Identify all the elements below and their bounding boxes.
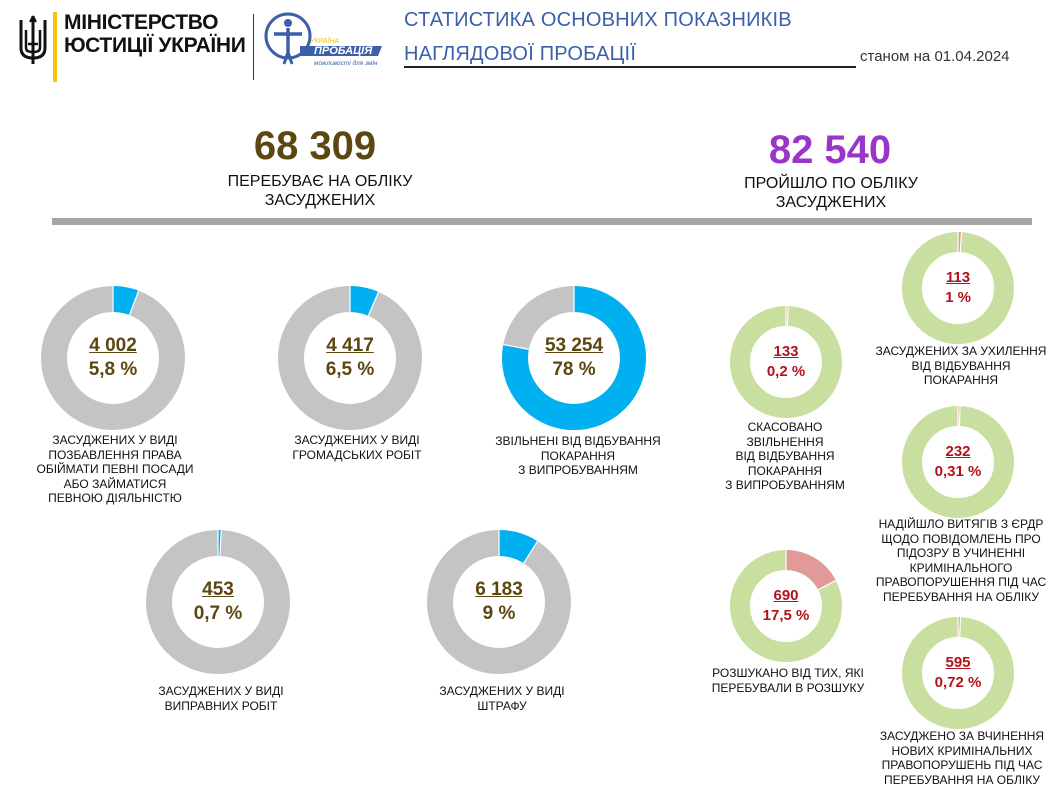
ministry-name-line-1: МІНІСТЕРСТВО — [64, 11, 219, 34]
donut-ring — [902, 406, 1014, 518]
donut-percent: 0,72 % — [934, 674, 982, 691]
donut-separator — [219, 530, 222, 557]
donut-separator — [959, 617, 962, 638]
donut-center: 453 0,7 % — [146, 530, 290, 674]
donut-separator — [128, 290, 140, 316]
donut-label: СКАСОВАНО ЗВІЛЬНЕННЯ ВІД ВІДБУВАННЯ ПОКА… — [725, 420, 845, 492]
on-record-label: ПЕРЕБУВАЄ НА ОБЛІКУ ЗАСУДЖЕНИХ — [227, 173, 413, 209]
svg-text:УКРАЇНА: УКРАЇНА — [309, 37, 339, 45]
svg-text:можливості для змін: можливості для змін — [314, 59, 378, 67]
donut-separator — [367, 291, 380, 317]
donut-percent: 0,31 % — [934, 463, 982, 480]
donut-ring — [902, 232, 1014, 344]
donut-ring — [427, 530, 571, 674]
donut-percent: 1 % — [945, 289, 971, 306]
donut-value: 4 002 — [89, 335, 137, 356]
on-record-count: 68 309 — [253, 124, 377, 168]
donut-probation-cancelled: 133 0,2 % — [730, 306, 842, 418]
donut-percent: 0,2 % — [766, 363, 806, 380]
donut-separator — [817, 580, 837, 591]
donut-deprivation-of-right: 4 002 5,8 % — [41, 286, 185, 430]
donut-separator — [786, 306, 789, 327]
donut-correctional-labor: 453 0,7 % — [146, 530, 290, 674]
donut-percent: 6,5 % — [325, 359, 375, 380]
report-date: станом на 01.04.2024 — [860, 48, 1010, 65]
donut-separator — [959, 232, 963, 253]
donut-label: ЗАСУДЖЕНИХ У ВИДІ ШТРАФУ — [439, 684, 565, 713]
donut-label: ЗВІЛЬНЕНІ ВІД ВІДБУВАННЯ ПОКАРАННЯ З ВИП… — [495, 434, 661, 477]
donut-community-service: 4 417 6,5 % — [278, 286, 422, 430]
donut-center: 4 417 6,5 % — [278, 286, 422, 430]
donut-erdr-extracts: 232 0,31 % — [902, 406, 1014, 518]
donut-label: НАДІЙШЛО ВИТЯГІВ З ЄРДР ЩОДО ПОВІДОМЛЕНЬ… — [875, 517, 1047, 604]
donut-label: ЗАСУДЖЕНИХ У ВИДІ ГРОМАДСЬКИХ РОБІТ — [292, 433, 422, 462]
probation-logo: УКРАЇНА ПРОБАЦІЯ можливості для змін — [264, 12, 382, 67]
header-divider — [253, 14, 254, 80]
donut-label: ЗАСУДЖЕНО ЗА ВЧИНЕННЯ НОВИХ КРИМІНАЛЬНИХ… — [879, 729, 1045, 787]
donut-value: 232 — [945, 443, 971, 460]
donut-center: 4 002 5,8 % — [41, 286, 185, 430]
donut-center: 6 183 9 % — [427, 530, 571, 674]
donut-value: 133 — [773, 343, 799, 360]
donut-value: 595 — [945, 654, 971, 671]
donut-released-on-probation: 53 254 78 % — [502, 286, 646, 430]
page-title-line-1: СТАТИСТИКА ОСНОВНИХ ПОКАЗНИКІВ — [404, 9, 792, 31]
donut-separator — [503, 343, 529, 350]
section-divider — [52, 218, 1032, 225]
donut-percent: 78 % — [552, 359, 596, 380]
donut-percent: 9 % — [482, 603, 516, 624]
donut-ring — [730, 306, 842, 418]
donut-value: 113 — [945, 269, 971, 286]
donut-label: ЗАСУДЖЕНИХ У ВИДІ ПОЗБАВЛЕННЯ ПРАВА ОБІЙ… — [36, 433, 194, 505]
flag-accent-bar — [53, 12, 57, 82]
donut-new-offenses: 595 0,72 % — [902, 617, 1014, 729]
header: МІНІСТЕРСТВО ЮСТИЦІЇ УКРАЇНИ УКРАЇНА ПРО… — [0, 0, 1058, 90]
donut-label: ЗАСУДЖЕНИХ У ВИДІ ВИПРАВНИХ РОБІТ — [158, 684, 284, 713]
donut-value: 453 — [202, 579, 234, 600]
passed-label: ПРОЙШЛО ПО ОБЛІКУ ЗАСУДЖЕНИХ — [744, 175, 918, 211]
donut-ring — [278, 286, 422, 430]
donut-value: 53 254 — [544, 335, 604, 356]
donut-separator — [958, 406, 961, 427]
donut-ring — [146, 530, 290, 674]
donut-value: 690 — [773, 587, 799, 604]
donut-ring — [902, 617, 1014, 729]
donut-separator — [523, 540, 539, 564]
donut-center: 690 17,5 % — [730, 550, 842, 662]
donut-center: 595 0,72 % — [902, 617, 1014, 729]
page-title-line-2: НАГЛЯДОВОЇ ПРОБАЦІЇ — [404, 43, 637, 65]
donut-percent: 17,5 % — [762, 607, 810, 624]
donut-fine: 6 183 9 % — [427, 530, 571, 674]
donut-center: 232 0,31 % — [902, 406, 1014, 518]
donut-percent: 5,8 % — [88, 359, 138, 380]
donut-center: 113 1 % — [902, 232, 1014, 344]
donut-percent: 0,7 % — [193, 603, 243, 624]
donut-center: 53 254 78 % — [502, 286, 646, 430]
donut-ring — [41, 286, 185, 430]
donut-evasion: 113 1 % — [902, 232, 1014, 344]
title-underline — [404, 66, 856, 68]
donut-value: 4 417 — [326, 335, 374, 356]
svg-text:ПРОБАЦІЯ: ПРОБАЦІЯ — [314, 45, 373, 57]
coat-of-arms-icon — [19, 15, 47, 64]
donut-value: 6 183 — [475, 579, 523, 600]
ministry-name-line-2: ЮСТИЦІЇ УКРАЇНИ — [64, 34, 246, 57]
donut-ring — [730, 550, 842, 662]
passed-count: 82 540 — [768, 128, 892, 172]
donut-ring — [502, 286, 646, 430]
donut-center: 133 0,2 % — [730, 306, 842, 418]
donut-label: ЗАСУДЖЕНИХ ЗА УХИЛЕННЯ ВІД ВІДБУВАННЯ ПО… — [875, 344, 1047, 387]
donut-label: РОЗШУКАНО ВІД ТИХ, ЯКІ ПЕРЕБУВАЛИ В РОЗШ… — [711, 666, 865, 695]
donut-found-from-wanted: 690 17,5 % — [730, 550, 842, 662]
